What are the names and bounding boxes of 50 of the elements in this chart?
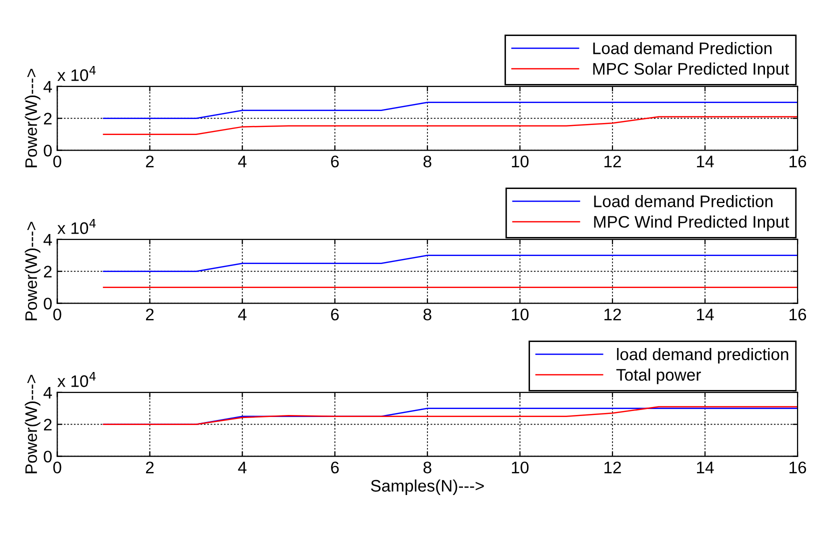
- text: x 10$^{4}$: [57, 219, 96, 234]
- y-tick-label: 0: [44, 450, 52, 463]
- x-tick-label: 0: [53, 156, 62, 168]
- legend-label: Total power: [616, 368, 701, 384]
- line-series: [102, 116, 798, 135]
- y-tick-label: 0: [44, 144, 52, 157]
- x-tick-label: 0: [53, 462, 62, 474]
- x-tick-label: 6: [331, 462, 339, 474]
- y-tick-label: 4: [44, 234, 52, 246]
- x-tick-label: 0: [53, 308, 62, 320]
- x-tick-label: 16: [790, 462, 806, 474]
- x-tick-label: 10: [512, 156, 529, 168]
- x-tick-label: 6: [331, 308, 339, 320]
- legend-label: MPC Wind Predicted Input: [594, 216, 790, 232]
- y-tick-label: 2: [44, 266, 52, 278]
- legend-label: Load demand Prediction: [593, 42, 772, 54]
- x-tick-label: 8: [423, 462, 432, 474]
- x-tick-label: 4: [238, 462, 246, 474]
- y-tick-label: 0: [44, 298, 52, 310]
- y-tick-label: 4: [44, 80, 52, 92]
- legend-label: load demand prediction: [617, 348, 788, 364]
- x-tick-label: 12: [604, 308, 621, 320]
- text: x 10$^{4}$: [57, 372, 96, 388]
- legend-label: MPC Solar Predicted Input: [593, 62, 790, 78]
- x-tick-label: 12: [604, 462, 621, 474]
- x-tick-label: 10: [512, 308, 529, 320]
- x-tick-label: 16: [790, 156, 806, 168]
- x-tick-label: 14: [697, 308, 714, 320]
- x-tick-label: 14: [697, 156, 714, 168]
- y-tick-label: 2: [44, 418, 52, 430]
- x-tick-label: 16: [790, 308, 806, 320]
- y-axis-title: Power(W)--->: [24, 374, 40, 474]
- x-tick-label: 14: [697, 462, 714, 474]
- x-tick-label: 2: [146, 156, 154, 168]
- x-tick-label: 4: [238, 156, 246, 168]
- x-axis-title: Samples(N)--->: [370, 479, 484, 496]
- y-tick-label: 2: [44, 112, 52, 124]
- x-tick-label: 10: [512, 462, 529, 474]
- x-tick-label: 8: [423, 156, 432, 168]
- x-tick-label: 2: [146, 462, 154, 474]
- text: x 10$^{4}$: [57, 66, 96, 82]
- legend-label: Load demand Prediction: [594, 194, 772, 208]
- y-axis-title: Power(W)--->: [24, 68, 40, 168]
- y-tick-label: 4: [44, 386, 52, 398]
- x-tick-label: 2: [146, 308, 154, 320]
- x-tick-label: 12: [604, 156, 621, 168]
- x-tick-label: 4: [238, 308, 246, 320]
- x-tick-label: 8: [423, 308, 432, 320]
- y-axis-title: Power(W)--->: [24, 222, 40, 320]
- x-tick-label: 6: [331, 156, 339, 168]
